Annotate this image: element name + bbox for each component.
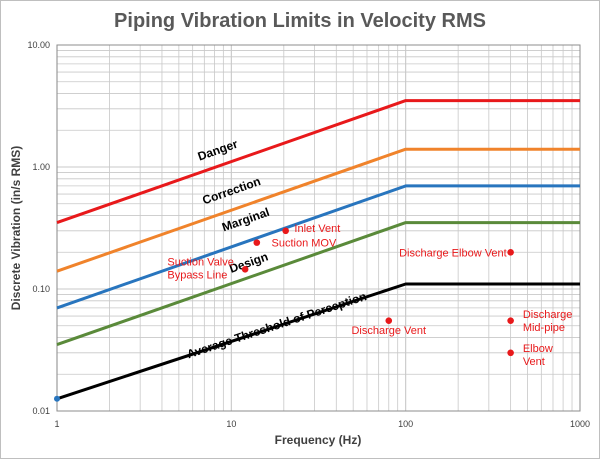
point-discharge-mid-pipe <box>507 317 514 324</box>
point-label-line: Vent <box>523 356 545 368</box>
series-line-marginal <box>56 184 580 310</box>
x-axis-label: Frequency (Hz) <box>275 433 362 447</box>
point-label-elbow-vent: Elbow Vent <box>523 343 553 368</box>
tick-labels: 1 10 100 1000 10.00 1.00 0.10 0.01 <box>27 40 590 429</box>
x-tick-label: 1000 <box>570 419 590 429</box>
series-line-danger <box>56 99 580 225</box>
point-discharge-elbow-vent <box>507 248 514 256</box>
point-label-line: Suction Valve <box>167 257 233 269</box>
point-label-line: Mid-pipe <box>523 322 565 334</box>
series-lines <box>56 99 580 401</box>
point-label-suction-valve-bypass-line: Suction Valve Bypass Line <box>167 257 233 282</box>
y-tick-label: 0.10 <box>32 284 50 294</box>
y-tick-label: 1.00 <box>32 162 50 172</box>
point-discharge-vent <box>385 317 393 324</box>
point-label-discharge-mid-pipe: Discharge Mid-pipe <box>523 309 573 334</box>
y-axis-label: Discrete Vibration (in/s RMS) <box>9 146 23 310</box>
x-tick-label: 1 <box>54 419 59 429</box>
x-tick-label: 100 <box>398 419 413 429</box>
point-inlet-vent <box>282 227 289 235</box>
chart-title: Piping Vibration Limits in Velocity RMS <box>114 10 486 32</box>
curve-label-average-threshold-of-perception: Average Threshold of Perception <box>185 289 368 361</box>
point-label-line: Elbow <box>523 343 553 355</box>
point-suction-mov <box>253 239 261 246</box>
axes <box>56 44 581 412</box>
curve-label-marginal: Marginal <box>220 205 271 235</box>
point-label-suction-mov: Suction MOV <box>272 238 337 250</box>
series-line-design <box>56 221 580 347</box>
x-tick-label: 10 <box>226 419 236 429</box>
series-line-correction <box>56 147 580 273</box>
point-elbow-vent <box>507 349 514 357</box>
point-label-inlet-vent: Inlet Vent <box>294 223 340 235</box>
point-label-discharge-elbow-vent: Discharge Elbow Vent <box>399 247 507 259</box>
data-points: Inlet Vent Suction MOV Suction Valve Bypass… <box>54 223 572 402</box>
y-tick-label: 0.01 <box>32 406 50 416</box>
y-tick-label: 10.00 <box>27 40 50 50</box>
point-label-line: Bypass Line <box>167 270 227 282</box>
point-label-line: Discharge <box>523 309 573 321</box>
plot-border <box>56 44 581 412</box>
series-line-average-threshold-of-perception <box>56 282 580 401</box>
point-label-discharge-vent: Discharge Vent <box>351 325 426 337</box>
point-suction-valve-bypass-line <box>241 266 249 273</box>
origin-marker <box>54 395 60 402</box>
